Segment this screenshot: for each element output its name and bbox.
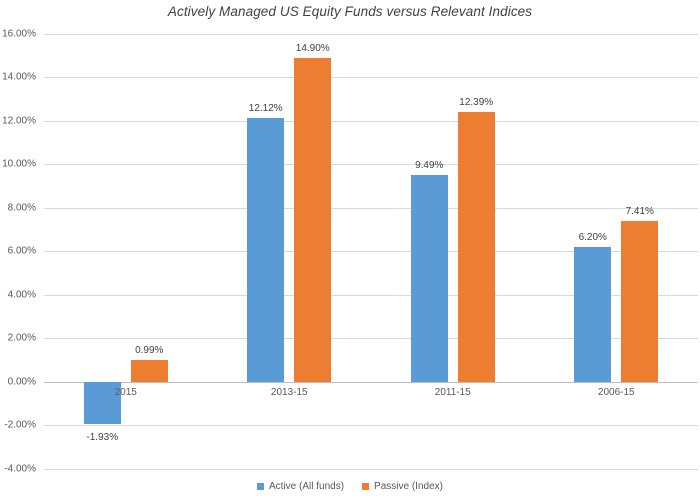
gridline <box>44 251 698 253</box>
bar-passive-2006-15 <box>621 220 659 382</box>
y-axis-tick-label: -2.00% <box>4 419 36 431</box>
legend-label-active: Active (All funds) <box>269 481 345 492</box>
legend-swatch-active <box>257 483 265 490</box>
legend: Active (All funds) Passive (Index) <box>0 481 700 492</box>
y-axis-tick-label: 2.00% <box>7 332 36 344</box>
bar-active-2011-15 <box>410 175 448 382</box>
gridline <box>44 468 698 470</box>
x-axis-line <box>44 381 698 383</box>
bar-passive-2011-15 <box>457 112 495 382</box>
chart-title: Actively Managed US Equity Funds versus … <box>167 4 533 19</box>
gridline <box>44 34 698 35</box>
legend-item-passive: Passive (Index) <box>362 481 443 492</box>
legend-swatch-passive <box>362 483 370 490</box>
data-label-passive-2006-15: 7.41% <box>625 205 654 217</box>
y-axis-tick-label: 8.00% <box>7 202 36 214</box>
bar-active-2015 <box>83 381 121 424</box>
data-label-passive-2013-15: 14.90% <box>295 42 330 54</box>
legend-label-passive: Passive (Index) <box>374 481 443 492</box>
data-label-passive-2015: 0.99% <box>135 345 164 357</box>
gridline <box>44 164 698 166</box>
y-axis-tick-label: 10.00% <box>2 158 36 170</box>
x-axis-category-label: 2011-15 <box>434 386 471 398</box>
bar-active-2013-15 <box>247 118 285 382</box>
y-axis-tick-label: 16.00% <box>2 28 36 40</box>
bar-active-2006-15 <box>574 246 612 382</box>
gridline <box>44 120 698 122</box>
gridline <box>44 425 698 427</box>
x-axis-category-label: 2015 <box>114 386 137 398</box>
legend-item-active: Active (All funds) <box>257 481 344 492</box>
bar-passive-2015 <box>130 360 168 382</box>
gridline <box>44 77 698 79</box>
y-axis-tick-label: 0.00% <box>7 376 36 388</box>
gridline <box>44 338 698 340</box>
y-axis-tick-label: 14.00% <box>2 71 36 83</box>
gridline <box>44 294 698 296</box>
x-axis-category-label: 2013-15 <box>270 386 308 398</box>
y-axis-tick-label: 6.00% <box>7 245 36 257</box>
y-axis-tick-label: 12.00% <box>2 115 36 127</box>
x-axis-category-label: 2006-15 <box>597 386 635 398</box>
data-label-active-2006-15: 6.20% <box>578 231 607 243</box>
bar-passive-2013-15 <box>294 57 332 382</box>
data-label-active-2011-15: 9.49% <box>415 160 444 172</box>
y-axis-tick-label: 4.00% <box>7 289 36 301</box>
y-axis-tick-label: -4.00% <box>4 463 36 475</box>
data-label-passive-2011-15: 12.39% <box>459 97 494 109</box>
gridline <box>44 207 698 209</box>
data-label-active-2013-15: 12.12% <box>248 103 283 115</box>
data-label-active-2015: -1.93% <box>86 431 119 443</box>
